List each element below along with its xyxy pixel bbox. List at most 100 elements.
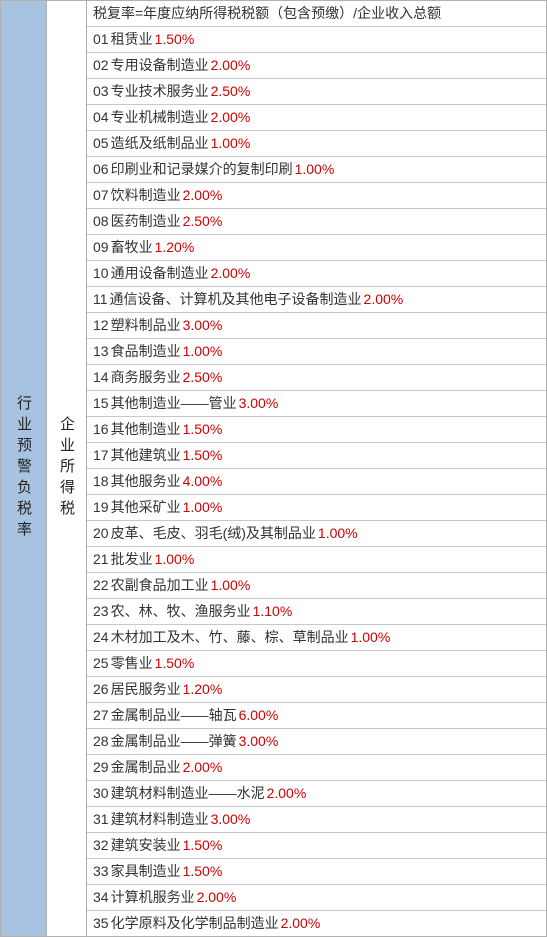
table-row: 07 饮料制造业 2.00% (87, 183, 546, 209)
row-rate: 1.50% (183, 835, 223, 856)
table-row: 06 印刷业和记录媒介的复制印刷 1.00% (87, 157, 546, 183)
row-rate: 3.00% (183, 315, 223, 336)
row-rate: 2.00% (364, 289, 404, 310)
row-industry-name: 畜牧业 (111, 237, 153, 258)
row-number: 02 (93, 55, 109, 76)
row-rate: 2.00% (197, 887, 237, 908)
table-row: 18 其他服务业 4.00% (87, 469, 546, 495)
table-row: 01 租赁业 1.50% (87, 27, 546, 53)
row-rate: 3.00% (239, 731, 279, 752)
row-number: 35 (93, 913, 109, 934)
tax-rate-table: 行业预警负税率 企业所得税 税复率=年度应纳所得税税额（包含预缴）/企业收入总额… (0, 0, 547, 937)
row-industry-name: 专用设备制造业 (111, 55, 209, 76)
table-row: 24 木材加工及木、竹、藤、棕、草制品业 1.00% (87, 625, 546, 651)
row-rate: 1.00% (183, 497, 223, 518)
row-rate: 1.50% (155, 29, 195, 50)
row-rate: 2.00% (211, 55, 251, 76)
left-category-label: 行业预警负税率 (13, 395, 34, 542)
row-rate: 4.00% (183, 471, 223, 492)
row-rate: 2.50% (211, 81, 251, 102)
row-number: 27 (93, 705, 109, 726)
row-rate: 3.00% (239, 393, 279, 414)
table-row: 28 金属制品业——弹簧 3.00% (87, 729, 546, 755)
row-rate: 1.20% (183, 679, 223, 700)
row-industry-name: 建筑安装业 (111, 835, 181, 856)
table-row: 31 建筑材料制造业 3.00% (87, 807, 546, 833)
row-industry-name: 专业机械制造业 (111, 107, 209, 128)
row-industry-name: 其他服务业 (111, 471, 181, 492)
row-rate: 1.50% (183, 419, 223, 440)
row-rate: 2.00% (183, 757, 223, 778)
row-rate: 2.00% (267, 783, 307, 804)
row-industry-name: 造纸及纸制品业 (111, 133, 209, 154)
table-row: 20 皮革、毛皮、羽毛(绒)及其制品业 1.00% (87, 521, 546, 547)
row-number: 19 (93, 497, 109, 518)
row-industry-name: 计算机服务业 (111, 887, 195, 908)
row-industry-name: 批发业 (111, 549, 153, 570)
header-row: 税复率=年度应纳所得税税额（包含预缴）/企业收入总额 (87, 1, 546, 27)
row-rate: 1.00% (351, 627, 391, 648)
row-industry-name: 其他采矿业 (111, 497, 181, 518)
row-industry-name: 皮革、毛皮、羽毛(绒)及其制品业 (111, 523, 316, 544)
row-industry-name: 其他建筑业 (111, 445, 181, 466)
table-row: 30 建筑材料制造业——水泥 2.00% (87, 781, 546, 807)
row-rate: 1.00% (318, 523, 358, 544)
row-industry-name: 饮料制造业 (111, 185, 181, 206)
row-rate: 1.50% (183, 445, 223, 466)
table-row: 03 专业技术服务业 2.50% (87, 79, 546, 105)
table-row: 25 零售业 1.50% (87, 651, 546, 677)
row-number: 25 (93, 653, 109, 674)
row-industry-name: 通用设备制造业 (111, 263, 209, 284)
row-rate: 6.00% (239, 705, 279, 726)
row-industry-name: 金属制品业 (111, 757, 181, 778)
row-industry-name: 农、林、牧、渔服务业 (111, 601, 251, 622)
row-industry-name: 其他制造业 (111, 419, 181, 440)
row-number: 08 (93, 211, 109, 232)
mid-category-cell: 企业所得税 (47, 1, 87, 936)
table-row: 08 医药制造业 2.50% (87, 209, 546, 235)
row-industry-name: 建筑材料制造业——水泥 (111, 783, 265, 804)
table-row: 27 金属制品业——轴瓦 6.00% (87, 703, 546, 729)
rows-container: 税复率=年度应纳所得税税额（包含预缴）/企业收入总额 01 租赁业 1.50%0… (87, 1, 546, 936)
row-number: 21 (93, 549, 109, 570)
row-rate: 1.00% (155, 549, 195, 570)
row-number: 18 (93, 471, 109, 492)
row-industry-name: 金属制品业——弹簧 (111, 731, 237, 752)
row-number: 22 (93, 575, 109, 596)
row-rate: 2.00% (281, 913, 321, 934)
row-industry-name: 建筑材料制造业 (111, 809, 209, 830)
row-rate: 2.00% (183, 185, 223, 206)
table-row: 14 商务服务业 2.50% (87, 365, 546, 391)
row-rate: 2.00% (211, 263, 251, 284)
row-industry-name: 专业技术服务业 (111, 81, 209, 102)
row-number: 26 (93, 679, 109, 700)
row-number: 29 (93, 757, 109, 778)
row-rate: 1.00% (211, 575, 251, 596)
row-number: 15 (93, 393, 109, 414)
table-row: 05 造纸及纸制品业 1.00% (87, 131, 546, 157)
row-rate: 1.50% (155, 653, 195, 674)
row-number: 34 (93, 887, 109, 908)
row-industry-name: 印刷业和记录媒介的复制印刷 (111, 159, 293, 180)
table-row: 04 专业机械制造业 2.00% (87, 105, 546, 131)
table-row: 12 塑料制品业 3.00% (87, 313, 546, 339)
row-rate: 2.50% (183, 211, 223, 232)
table-row: 33 家具制造业 1.50% (87, 859, 546, 885)
row-rate: 1.10% (253, 601, 293, 622)
table-row: 11 通信设备、计算机及其他电子设备制造业 2.00% (87, 287, 546, 313)
row-industry-name: 通信设备、计算机及其他电子设备制造业 (110, 289, 362, 310)
row-number: 03 (93, 81, 109, 102)
table-row: 26 居民服务业 1.20% (87, 677, 546, 703)
row-industry-name: 零售业 (111, 653, 153, 674)
row-number: 16 (93, 419, 109, 440)
table-row: 02 专用设备制造业 2.00% (87, 53, 546, 79)
row-number: 13 (93, 341, 109, 362)
row-number: 10 (93, 263, 109, 284)
table-row: 10 通用设备制造业 2.00% (87, 261, 546, 287)
row-industry-name: 农副食品加工业 (111, 575, 209, 596)
table-row: 23 农、林、牧、渔服务业 1.10% (87, 599, 546, 625)
row-industry-name: 化学原料及化学制品制造业 (111, 913, 279, 934)
row-number: 05 (93, 133, 109, 154)
mid-category-label: 企业所得税 (56, 416, 77, 521)
row-number: 17 (93, 445, 109, 466)
